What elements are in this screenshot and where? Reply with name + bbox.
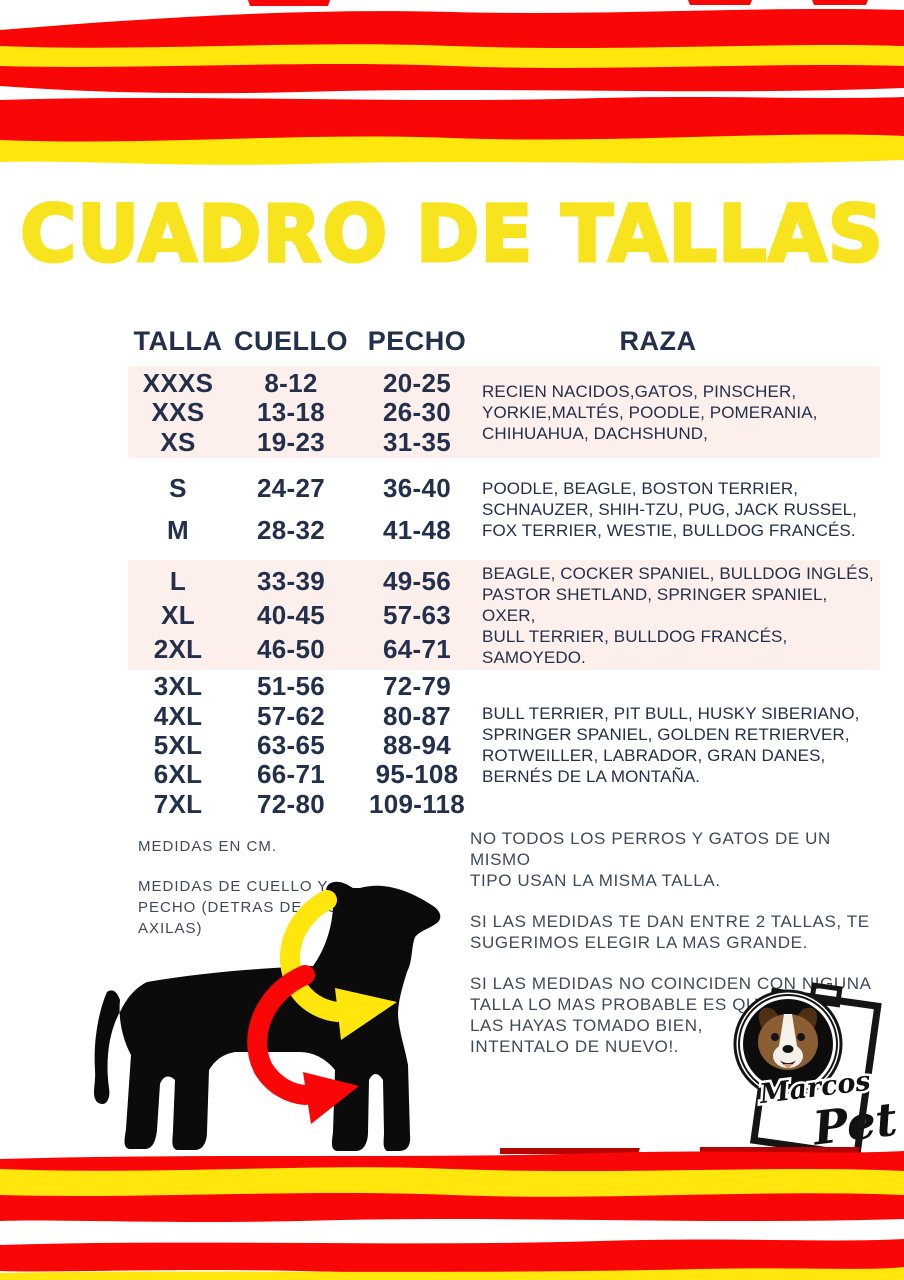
dog-nose: [782, 1045, 794, 1053]
marcos-pet-logo: Marcos Pet: [733, 982, 898, 1159]
dog-eye-left: [771, 1033, 779, 1041]
header-raza: RAZA: [619, 325, 697, 356]
raza-text: BULL TERRIER, PIT BULL, HUSKY SIBERIANO,…: [482, 704, 860, 786]
size-group: XXXS XXS XS 8-12 13-18 19-23 20-25 26-30 31-35 RE…: [128, 366, 880, 458]
cell-pecho: 72-79: [383, 671, 451, 702]
yellow-stripe-4: [0, 1267, 904, 1280]
cell-pecho: 26-30: [383, 397, 451, 427]
cell-cuello: 46-50: [257, 634, 325, 664]
cell-pecho: 80-87: [383, 700, 451, 731]
cell-cuello: 66-71: [257, 759, 325, 790]
cell-talla: XL: [161, 600, 195, 630]
cell-cuello: 19-23: [257, 426, 325, 457]
table-body: XXXS XXS XS 8-12 13-18 19-23 20-25 26-30 31-35 RE…: [128, 366, 880, 820]
cuello-column: 51-56 57-62 63-65 66-71 72-80: [228, 670, 354, 820]
cell-talla: 6XL: [153, 759, 203, 790]
cuello-column: 24-27 28-32: [228, 458, 354, 560]
cell-talla: 4XL: [153, 700, 203, 731]
cuello-column: 8-12 13-18 19-23: [228, 366, 354, 458]
pecho-column: 36-40 41-48: [354, 458, 480, 560]
size-group: S M 24-27 28-32 36-40 41-48 POODLE, BEAGLE, BO…: [128, 458, 880, 560]
chest-arrow-head: [303, 1072, 359, 1124]
raza-text: BEAGLE, COCKER SPANIEL, BULLDOG INGLÉS, …: [482, 563, 874, 667]
yellow-stripe-2: [0, 134, 904, 165]
cell-talla: XXS: [151, 397, 205, 427]
cell-talla: XXXS: [142, 367, 214, 398]
note-measure-instructions: MEDIDAS DE CUELLO Y PECHO (DETRAS DE LAS…: [138, 878, 339, 937]
size-table: TALLA CUELLO PECHO RAZA XXXS XXS XS 8-12 13-…: [128, 320, 880, 820]
logo-frame-tab: [809, 982, 843, 1008]
header-pecho: PECHO: [367, 325, 467, 356]
cell-pecho: 36-40: [383, 472, 451, 503]
talla-column: XXXS XXS XS: [128, 366, 228, 458]
dog-eye-right: [797, 1033, 805, 1041]
header-talla: TALLA: [133, 325, 223, 356]
cell-talla: S: [169, 472, 187, 503]
pecho-column: 72-79 80-87 88-94 95-108 109-118: [354, 670, 480, 820]
dog-tongue: [784, 1064, 792, 1068]
cell-cuello: 28-32: [257, 515, 325, 546]
yellow-stripe-1: [0, 44, 904, 68]
cell-talla: L: [169, 566, 187, 596]
cell-pecho: 20-25: [383, 367, 451, 398]
cell-talla: 7XL: [153, 788, 203, 819]
cell-talla: 3XL: [153, 671, 203, 702]
cell-cuello: 40-45: [257, 600, 325, 630]
cell-cuello: 57-62: [257, 700, 325, 731]
cell-talla: 5XL: [153, 729, 203, 760]
cell-talla: 2XL: [153, 634, 203, 664]
cell-cuello: 24-27: [257, 472, 325, 503]
size-group: L XL 2XL 33-39 40-45 46-50 49-56 57-63 64-71 BEAG…: [128, 560, 880, 670]
cell-pecho: 31-35: [383, 426, 451, 457]
header-cuello: CUELLO: [234, 325, 348, 356]
red-band-2: [0, 97, 904, 149]
cell-pecho: 95-108: [375, 759, 459, 790]
cell-cuello: 63-65: [257, 729, 325, 760]
cell-pecho: 57-63: [383, 600, 451, 630]
raza-text: RECIEN NACIDOS,GATOS, PINSCHER, YORKIE,M…: [482, 381, 818, 443]
cell-pecho: 64-71: [383, 634, 451, 664]
page-title: CUADRO DE TALLAS: [19, 189, 885, 282]
cell-cuello: 8-12: [264, 367, 318, 398]
cell-cuello: 72-80: [257, 788, 325, 819]
sizing-tips: NO TODOS LOS PERROS Y GATOS DE UN MISMO …: [470, 828, 894, 1077]
yellow-stripe-3: [0, 1167, 904, 1197]
pecho-column: 49-56 57-63 64-71: [354, 560, 480, 670]
neck-arrow-head: [335, 988, 397, 1040]
cell-pecho: 41-48: [383, 515, 451, 546]
cell-pecho: 88-94: [383, 729, 451, 760]
top-edge-dash: [248, 0, 868, 6]
bottom-stripes-decoration: [0, 1147, 904, 1280]
red-band-4: [0, 1239, 904, 1274]
size-group: 3XL 4XL 5XL 6XL 7XL 51-56 57-62 63-65 66-71 72-80…: [128, 670, 880, 820]
table-header-row: TALLA CUELLO PECHO RAZA: [128, 320, 880, 362]
dog-mouth: [780, 1060, 796, 1066]
raza-text: POODLE, BEAGLE, BOSTON TERRIER, SCHNAUZE…: [482, 478, 858, 540]
talla-column: L XL 2XL: [128, 560, 228, 670]
cell-cuello: 13-18: [257, 397, 325, 427]
dog-measurement-illustration: [93, 881, 441, 1151]
top-stripes-decoration: [0, 0, 904, 165]
cuello-column: 33-39 40-45 46-50: [228, 560, 354, 670]
cell-talla: M: [167, 515, 189, 546]
tip-between-sizes: SI LAS MEDIDAS TE DAN ENTRE 2 TALLAS, TE…: [470, 912, 870, 952]
chest-arrow: [247, 965, 315, 1105]
cell-pecho: 49-56: [383, 566, 451, 596]
note-units: MEDIDAS EN CM.: [138, 838, 278, 855]
logo-circle-scribble: [738, 994, 838, 1094]
cell-pecho: 109-118: [368, 788, 466, 819]
talla-column: 3XL 4XL 5XL 6XL 7XL: [128, 670, 228, 820]
dog-muzzle: [773, 1044, 803, 1068]
cell-cuello: 33-39: [257, 566, 325, 596]
cell-cuello: 51-56: [257, 671, 325, 702]
tip-same-size: NO TODOS LOS PERROS Y GATOS DE UN MISMO …: [470, 829, 831, 890]
pecho-column: 20-25 26-30 31-35: [354, 366, 480, 458]
logo-text-pet: Pet: [808, 1092, 898, 1156]
cell-talla: XS: [160, 426, 196, 457]
logo-dog-face: [758, 1007, 818, 1070]
